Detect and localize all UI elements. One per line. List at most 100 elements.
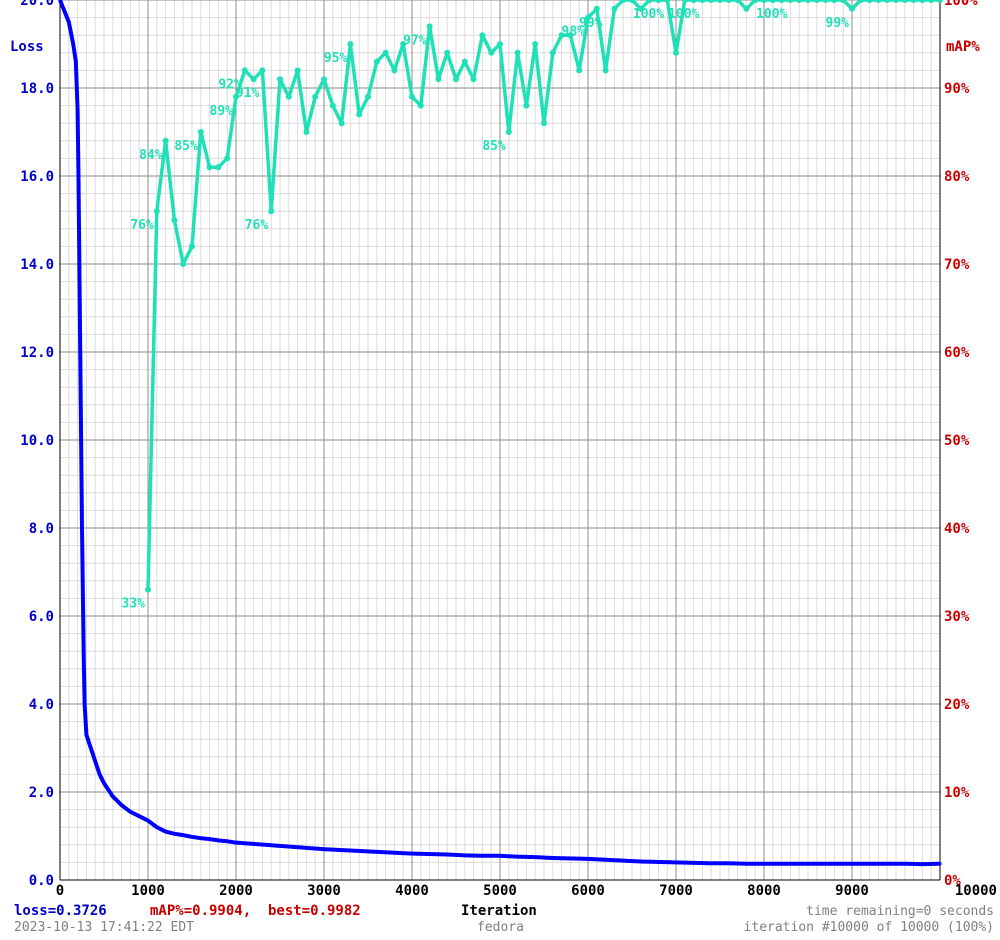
loss-point (190, 835, 194, 839)
map-value-label: 84% (139, 148, 163, 163)
iteration-status: iteration #10000 of 10000 (100%) (743, 920, 994, 935)
loss-point (797, 862, 801, 866)
loss-point (392, 851, 396, 855)
map-value-label: 89% (210, 104, 234, 119)
loss-point (78, 350, 82, 354)
loss-point (903, 862, 907, 866)
loss-point (82, 658, 86, 662)
loss-point (74, 60, 78, 64)
loss-point (67, 20, 71, 24)
loss-point (533, 855, 537, 859)
map-point (690, 0, 697, 3)
host-name: fedora (477, 920, 524, 935)
loss-point (744, 862, 749, 866)
loss-point (780, 862, 784, 866)
map-point (937, 0, 943, 3)
map-point (822, 0, 829, 3)
loss-point (106, 788, 110, 792)
x-tick-labels: 0 1000 2000 3000 4000 5000 6000 7000 8000 9000 100… (56, 883, 997, 899)
map-point (681, 0, 688, 3)
map-point (558, 32, 565, 39)
map-value-label: 92% (218, 77, 242, 92)
map-point (717, 0, 723, 3)
loss-point (208, 837, 212, 841)
loss-point (304, 846, 308, 850)
map-value-label: 76% (245, 218, 269, 233)
map-point (769, 0, 776, 3)
map-point (338, 120, 345, 127)
map-value-label: 100% (756, 7, 787, 22)
x-tick-label: 4000 (395, 883, 429, 899)
loss-point (709, 861, 713, 865)
map-point (514, 49, 521, 56)
loss-point (164, 830, 168, 834)
loss-point (146, 819, 150, 823)
loss-point (727, 861, 731, 865)
map-point (567, 32, 574, 39)
map-point (541, 120, 547, 127)
left-tick-label: 10.0 (20, 433, 54, 449)
map-point (382, 49, 389, 56)
map-point (409, 93, 415, 100)
map-point (312, 93, 319, 100)
loss-point (480, 854, 484, 858)
map-point (400, 41, 407, 47)
map-point (532, 41, 539, 47)
map-point (655, 0, 662, 3)
map-labels: 33%76%84%85%89%92%91%76%95%97%85%98%99%1… (122, 7, 850, 612)
map-point (505, 129, 512, 135)
map-point (928, 0, 935, 3)
map-point (725, 0, 732, 3)
map-point (593, 5, 600, 12)
map-point (796, 0, 803, 3)
map-point (787, 0, 794, 3)
map-value-label: 33% (122, 597, 146, 612)
left-tick-label: 8.0 (29, 521, 54, 537)
map-point (637, 5, 644, 12)
map-series (145, 0, 943, 593)
loss-point (80, 526, 84, 530)
loss-point (463, 853, 467, 857)
right-axis-title: mAP% (946, 39, 980, 55)
right-tick-labels: 0% 10% 20% 30% 40% 50% 60% 70% 80% 90% 100% (944, 0, 978, 889)
loss-point (111, 794, 115, 799)
map-point (461, 58, 468, 65)
map-point (417, 102, 424, 109)
right-tick-label: 80% (944, 169, 970, 185)
map-point (866, 0, 873, 3)
timestamp: 2023-10-13 17:41:22 EDT (14, 920, 195, 935)
map-point (585, 14, 591, 21)
map-point (734, 0, 741, 3)
left-tick-labels: 0.0 2.0 4.0 6.0 8.0 10.0 12.0 14.0 16.0 18.0 20.0 (20, 0, 54, 889)
map-point (919, 0, 926, 3)
loss-point (516, 855, 520, 859)
map-point (778, 0, 785, 3)
map-point (910, 0, 917, 3)
loss-point (76, 174, 81, 178)
x-tick-label: 0 (56, 883, 64, 899)
loss-point (375, 850, 379, 854)
map-point (250, 76, 257, 83)
map-point (699, 0, 706, 3)
map-value-label: 97% (403, 33, 427, 48)
map-point (224, 155, 231, 162)
loss-point (322, 847, 326, 851)
right-tick-label: 0% (944, 873, 961, 889)
map-point (761, 0, 767, 3)
loss-point (656, 860, 661, 864)
map-value-label: 100% (668, 7, 699, 22)
loss-readout: loss=0.3726 (14, 903, 107, 919)
x-tick-label: 6000 (571, 883, 605, 899)
loss-point (674, 860, 678, 865)
map-value-label: 98% (562, 25, 586, 40)
map-point (857, 0, 864, 3)
loss-point (832, 862, 837, 866)
map-point (145, 586, 151, 593)
map-point (620, 0, 627, 3)
right-tick-label: 20% (944, 697, 970, 713)
loss-point (84, 733, 88, 737)
loss-point (252, 842, 256, 846)
right-tick-label: 10% (944, 785, 970, 801)
map-point (171, 217, 178, 223)
